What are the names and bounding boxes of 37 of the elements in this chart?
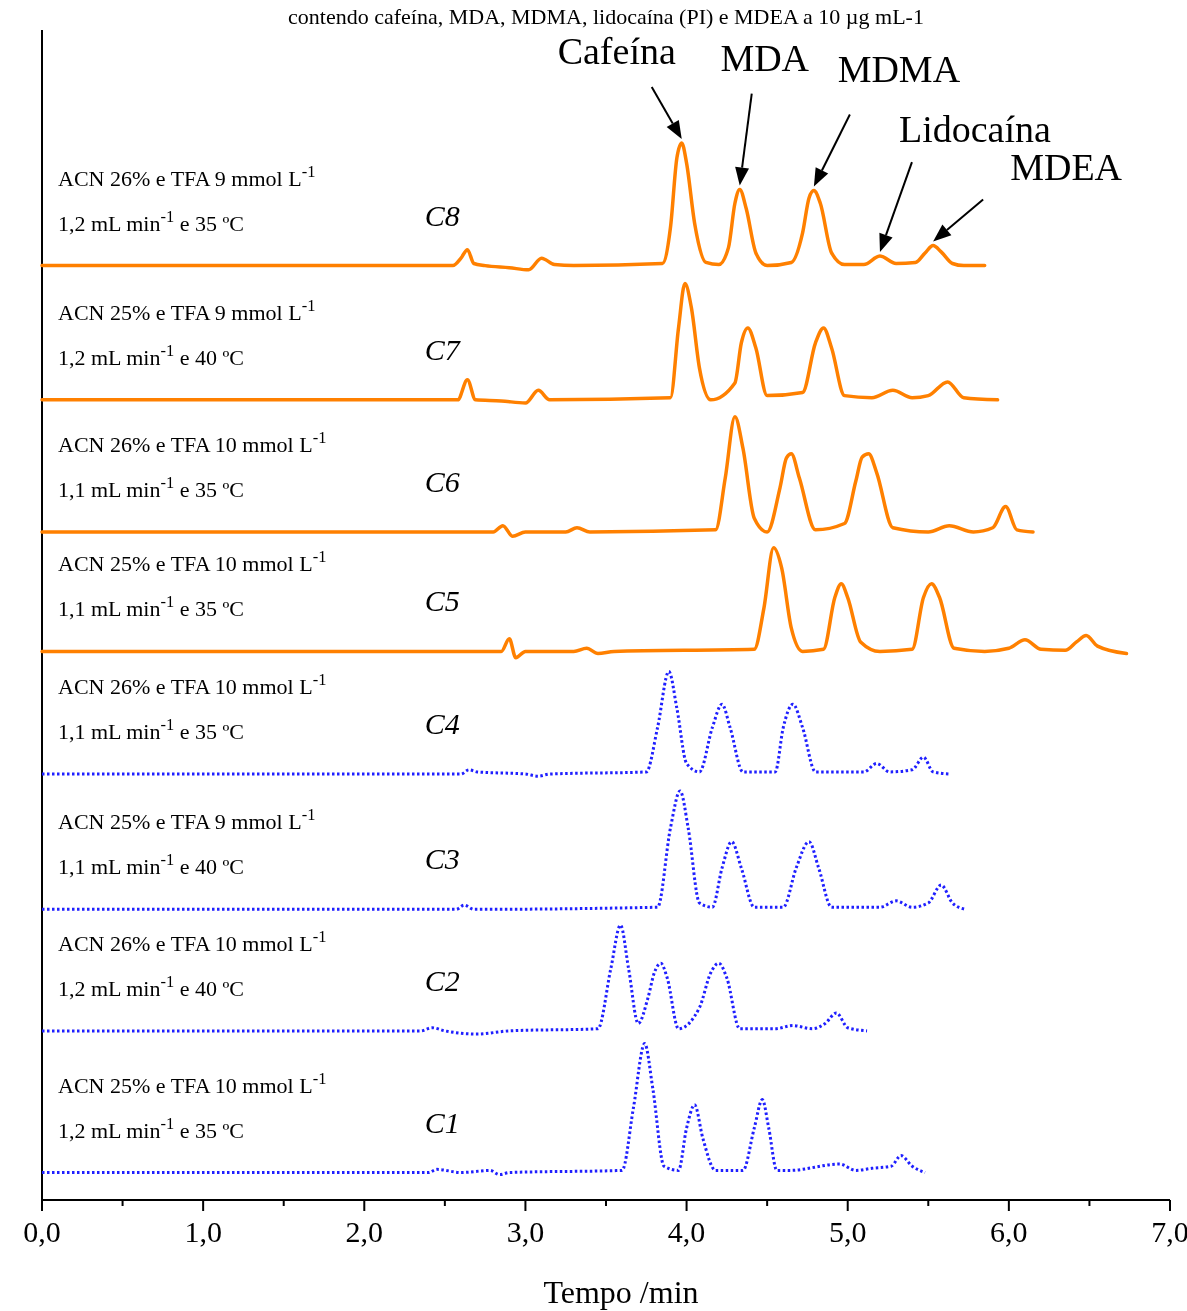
annotation: ACN 25% e TFA 9 mmol L$^{-1}$: [58, 804, 316, 835]
annotation: Cafeína: [557, 30, 676, 72]
x-tick-label: 6,0: [990, 1215, 1028, 1248]
annotation: ACN 25% e TFA 9 mmol L$^{-1}$: [58, 295, 316, 325]
annotation: 1,1 mL min$^{-1}$ e 40 ºC: [58, 849, 244, 880]
series-label: C4: [424, 707, 460, 741]
x-tick-label: 5,0: [828, 1215, 867, 1248]
annotation: MDA: [720, 36, 810, 79]
annotation: ACN 25% e TFA 10 mmol L$^{-1}$: [58, 1068, 327, 1098]
series-label: C3: [424, 842, 460, 876]
annotation: 1,2 mL min$^{-1}$ e 35 ºC: [58, 206, 244, 236]
chart-title: contendo cafeína, MDA, MDMA, lidocaína (PI) e MDEA a 10 µg mL-1: [288, 4, 924, 29]
x-tick-label: 2,0: [345, 1215, 384, 1248]
x-tick-label: 3,0: [506, 1215, 545, 1248]
annotation: 1,1 mL min$^{-1}$ e 35 ºC: [58, 472, 244, 502]
annotation: 1,1 mL min$^{-1}$ e 35 ºC: [58, 591, 244, 622]
series-label: C6: [424, 464, 460, 498]
annotation: ACN 26% e TFA 10 mmol L$^{-1}$: [58, 427, 327, 457]
x-tick-label: 4,0: [667, 1215, 706, 1248]
annotation: MDMA: [837, 47, 961, 90]
annotation: ACN 25% e TFA 10 mmol L$^{-1}$: [58, 546, 327, 577]
annotation: ACN 26% e TFA 10 mmol L$^{-1}$: [58, 669, 327, 700]
series-label: C2: [424, 963, 460, 997]
x-axis-title: Tempo /min: [543, 1274, 699, 1310]
x-tick-label: 7,0: [1151, 1215, 1187, 1248]
series-label: C8: [424, 198, 460, 232]
annotation: ACN 26% e TFA 10 mmol L$^{-1}$: [58, 926, 327, 956]
series-label: C7: [424, 332, 462, 366]
series-label: C5: [424, 584, 460, 618]
annotation: 1,1 mL min$^{-1}$ e 35 ºC: [58, 714, 244, 745]
annotation: 1,2 mL min$^{-1}$ e 40 ºC: [58, 971, 244, 1001]
annotation: 1,2 mL min$^{-1}$ e 35 ºC: [58, 1113, 244, 1143]
x-tick-label: 0,0: [23, 1215, 61, 1248]
annotation: 1,2 mL min$^{-1}$ e 40 ºC: [58, 340, 244, 370]
x-tick-label: 1,0: [184, 1215, 222, 1248]
series-label: C1: [424, 1105, 460, 1139]
annotation: ACN 26% e TFA 9 mmol L$^{-1}$: [58, 161, 316, 191]
